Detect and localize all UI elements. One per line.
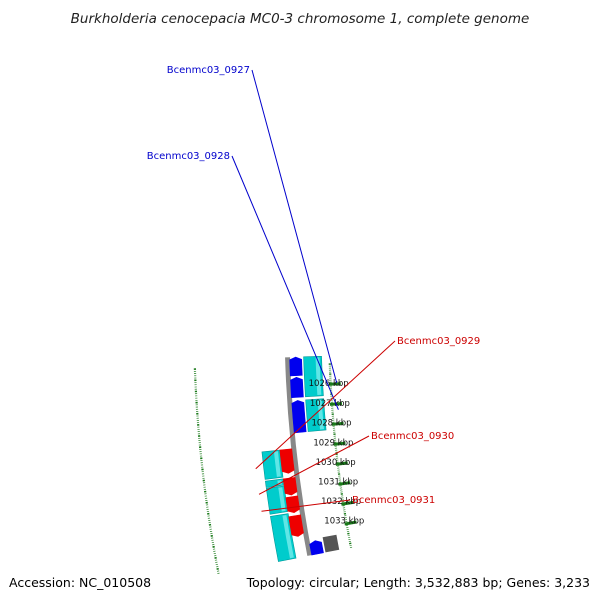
backbone-layer [285,357,313,556]
gene-arrow [291,400,307,434]
gene-label-leader [258,435,370,495]
gene-label: Bcenmc03_0927 [167,65,250,76]
cds-highlight [317,399,324,430]
outer-ticks-layer [193,368,220,574]
gene-label-layer: Bcenmc03_0927 Bcenmc03_0928 Bcenmc03_0929 B… [147,65,480,512]
scale-tick-label: 1032 kbp [321,497,361,507]
scale-tick-label: 1029 kbp [313,438,353,448]
gene-label: Bcenmc03_0931 [352,495,435,506]
gene-arrow [289,356,303,377]
scale-tick [341,500,354,506]
gene-label: Bcenmc03_0929 [397,336,480,347]
cds-highlight [278,487,286,512]
gene-track-layer [279,356,340,556]
gene-arrow [290,376,304,399]
accession-text: Accession: NC_010508 [9,575,151,590]
scale-tick-label: 1026 kbp [309,379,349,389]
genome-summary-text: Topology: circular; Length: 3,532,883 bp… [246,575,590,590]
gene-label: Bcenmc03_0928 [147,151,230,162]
cds-track-layer [261,355,327,562]
scale-tick-label: 1033 kbp [324,517,364,527]
gene-label-leader [255,340,396,470]
gene-label: Bcenmc03_0930 [371,431,454,442]
cds-highlight [273,451,281,477]
scale-tick-label: 1030 kbp [316,458,356,468]
scale-tick [344,520,357,526]
scale-tick [333,441,346,446]
scale-tick [331,421,344,426]
scale-tick-label: 1031 kbp [318,478,358,488]
gene-arrow [288,514,304,537]
gene-arrow [279,448,295,474]
map-title: Burkholderia cenocepacia MC0-3 chromosom… [71,11,530,27]
gene-arrow [282,476,298,496]
scale-tick-label: 1027 kbp [310,399,350,409]
misc-feature [322,534,340,553]
gene-label-leader [261,499,351,512]
scale-tick [328,382,341,386]
scale-tick-label: 1028 kbp [311,419,351,429]
gene-label-leader [231,155,339,410]
scale-tick [335,461,348,466]
gene-arrow [309,540,324,556]
cds-highlight [282,514,294,559]
backbone-ring [285,357,313,556]
gene-label-leader [251,69,338,383]
gene-arrow [285,495,300,514]
scale-tick [338,481,351,486]
